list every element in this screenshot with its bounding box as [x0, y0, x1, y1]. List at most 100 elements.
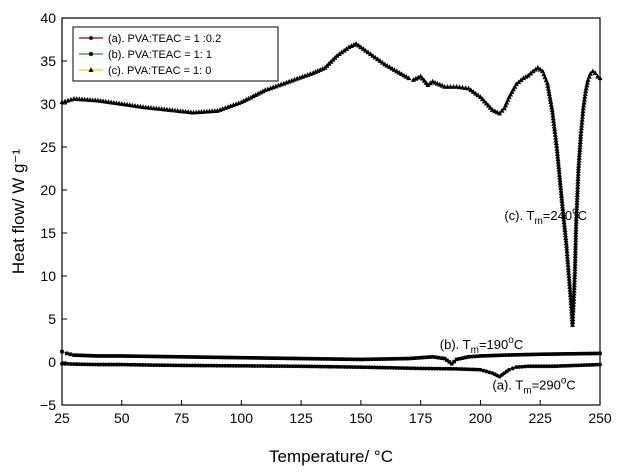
data-point [433, 355, 438, 360]
data-point [479, 96, 485, 102]
data-point [583, 88, 589, 93]
data-point [449, 361, 454, 366]
data-point [577, 139, 583, 144]
x-tick-label: 250 [588, 410, 612, 426]
data-point [119, 101, 125, 106]
data-point [88, 67, 94, 72]
data-point [100, 98, 106, 104]
data-point [481, 98, 487, 104]
data-point [577, 147, 583, 152]
data-point [137, 103, 143, 109]
data-point [89, 52, 93, 56]
y-tick-label: 5 [48, 311, 56, 327]
x-tick-label: 125 [289, 410, 313, 426]
plot-frame [61, 17, 601, 406]
data-point [570, 304, 576, 310]
data-point [360, 46, 366, 51]
data-point [572, 253, 578, 258]
data-point [573, 237, 579, 243]
data-point [572, 263, 578, 269]
data-point [367, 51, 373, 57]
y-tick-label: −5 [40, 397, 56, 413]
data-point [585, 77, 591, 82]
plot-series [59, 40, 603, 379]
legend-label: (b). PVA:TEAC = 1: 1 [108, 49, 212, 61]
data-point [572, 250, 578, 256]
data-point [570, 316, 576, 322]
data-point [510, 366, 515, 371]
y-axis: −5 0 5 10 15 20 25 30 35 40 [40, 10, 67, 413]
data-point [457, 84, 463, 90]
data-point [573, 234, 579, 240]
data-point [64, 351, 69, 356]
data-point [577, 141, 583, 147]
data-point [581, 102, 587, 108]
data-point [592, 70, 598, 75]
data-point [436, 355, 441, 360]
data-point [576, 155, 582, 160]
data-point [571, 298, 577, 304]
data-point [570, 319, 576, 325]
data-point [111, 100, 117, 105]
data-point [463, 85, 468, 90]
data-point [583, 85, 589, 91]
data-point [103, 98, 109, 104]
data-point [105, 99, 111, 104]
data-point [578, 131, 584, 136]
data-point [590, 68, 596, 74]
data-point [574, 192, 580, 198]
data-point [578, 136, 584, 142]
data-point [579, 122, 585, 128]
data-point [384, 62, 390, 68]
data-point [512, 83, 518, 89]
data-point [575, 186, 581, 192]
data-point [573, 239, 579, 245]
data-point [571, 290, 577, 296]
data-point [578, 125, 584, 131]
data-point [584, 82, 590, 88]
data-point [587, 71, 593, 76]
data-point [389, 65, 395, 71]
data-point [135, 103, 141, 109]
data-point [507, 367, 512, 372]
data-point [572, 260, 578, 266]
data-point [108, 99, 114, 105]
data-point [432, 79, 438, 85]
annotation-tm: (a). Tm=290oC [492, 376, 575, 397]
data-point [95, 97, 101, 103]
data-point [113, 100, 119, 106]
data-point [580, 108, 586, 114]
data-point [485, 102, 491, 108]
data-point [423, 80, 429, 85]
data-point [570, 322, 575, 327]
data-point [571, 279, 577, 285]
data-point [535, 65, 541, 70]
data-point [466, 355, 471, 359]
x-tick-label: 50 [114, 410, 130, 426]
data-point [477, 94, 483, 100]
series-line [61, 43, 601, 326]
data-point [403, 73, 409, 79]
data-point [492, 108, 498, 114]
data-point [445, 83, 451, 89]
legend-label: (a). PVA:TEAC = 1 :0.2 [108, 33, 221, 45]
data-point [487, 105, 493, 110]
data-point [470, 89, 476, 94]
x-tick-label: 100 [230, 410, 254, 426]
data-point [580, 111, 586, 116]
data-point [570, 307, 576, 313]
data-point [406, 75, 412, 81]
legend-item: (a). PVA:TEAC = 1 :0.2 [79, 33, 221, 45]
data-point [572, 245, 578, 250]
data-point [574, 202, 580, 208]
data-point [434, 80, 440, 86]
x-tick-label: 25 [54, 410, 70, 426]
data-point [576, 163, 582, 168]
data-point [489, 107, 495, 112]
data-point [442, 83, 448, 89]
legend-box [72, 26, 279, 82]
y-tick-label: 40 [40, 10, 56, 26]
data-point [454, 83, 460, 89]
data-point [571, 296, 577, 301]
data-point [581, 96, 587, 102]
